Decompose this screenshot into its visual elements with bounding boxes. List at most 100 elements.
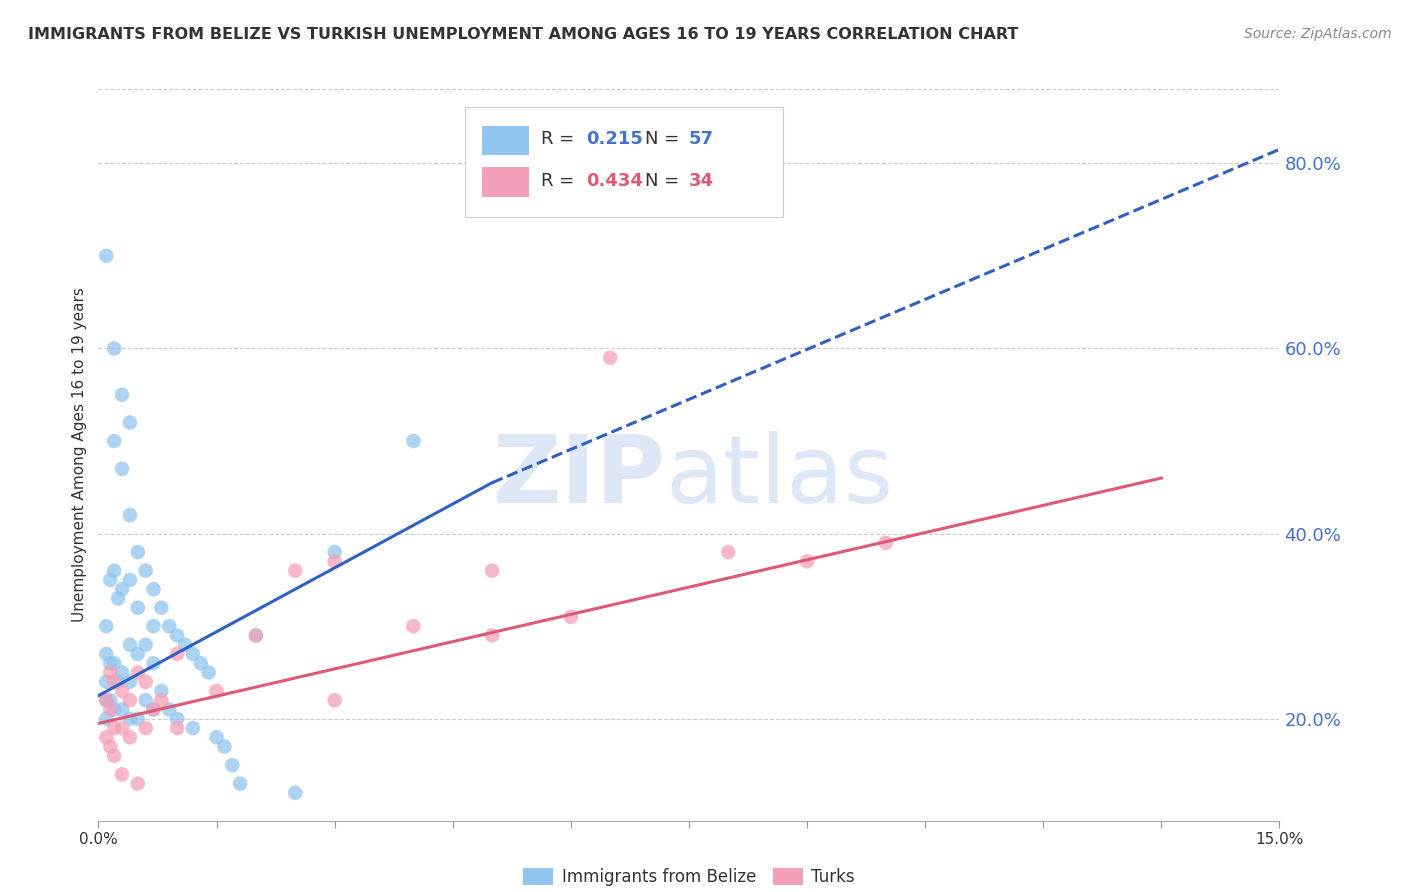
Point <box>103 702 125 716</box>
Point <box>205 731 228 745</box>
Point <box>103 721 125 735</box>
Point <box>96 693 118 707</box>
Point <box>796 554 818 568</box>
Point <box>127 647 149 661</box>
Point <box>118 693 141 707</box>
Point <box>717 545 740 559</box>
Point <box>150 693 173 707</box>
Point <box>96 731 118 745</box>
Point <box>135 721 157 735</box>
Point <box>142 702 165 716</box>
Point <box>127 665 149 680</box>
Point <box>142 619 165 633</box>
Text: N =: N = <box>645 171 685 190</box>
Point <box>98 702 121 716</box>
Point <box>118 638 141 652</box>
Point <box>111 462 134 476</box>
Point <box>98 739 121 754</box>
Point <box>142 657 165 671</box>
Point <box>118 731 141 745</box>
Point <box>284 564 307 578</box>
Point <box>560 610 582 624</box>
Point <box>157 702 180 716</box>
Point <box>599 351 621 365</box>
Text: 0.215: 0.215 <box>586 130 643 148</box>
Text: 0.434: 0.434 <box>586 171 643 190</box>
Bar <box>482 168 530 197</box>
Point <box>402 619 425 633</box>
Point <box>174 638 197 652</box>
Point <box>166 647 188 661</box>
Point <box>127 712 149 726</box>
Point <box>150 684 173 698</box>
Point <box>323 554 346 568</box>
Point <box>245 628 267 642</box>
Point <box>323 693 346 707</box>
Point <box>214 739 236 754</box>
Point <box>142 702 165 716</box>
Point <box>98 657 121 671</box>
Point <box>127 545 149 559</box>
Point <box>103 434 125 448</box>
Point <box>98 665 121 680</box>
Point <box>135 693 157 707</box>
Point <box>190 657 212 671</box>
Point <box>157 619 180 633</box>
Point <box>127 600 149 615</box>
Point <box>166 721 188 735</box>
Text: 34: 34 <box>689 171 714 190</box>
Point <box>197 665 219 680</box>
Text: N =: N = <box>645 130 685 148</box>
Point <box>96 619 118 633</box>
Point <box>96 674 118 689</box>
Text: R =: R = <box>541 130 581 148</box>
Point <box>284 786 307 800</box>
Point <box>323 545 346 559</box>
Point <box>118 712 141 726</box>
Point <box>142 582 165 597</box>
Text: 57: 57 <box>689 130 714 148</box>
Point <box>118 416 141 430</box>
Point <box>118 508 141 522</box>
Point <box>205 684 228 698</box>
Point <box>103 657 125 671</box>
Point <box>181 647 204 661</box>
Point <box>181 721 204 735</box>
Point <box>402 434 425 448</box>
Point <box>111 582 134 597</box>
Point <box>111 721 134 735</box>
Point <box>111 702 134 716</box>
Text: ZIP: ZIP <box>492 431 665 523</box>
Point <box>166 628 188 642</box>
Legend: Immigrants from Belize, Turks: Immigrants from Belize, Turks <box>516 862 862 892</box>
Point <box>118 573 141 587</box>
Point <box>221 758 243 772</box>
Point <box>229 776 252 790</box>
Text: atlas: atlas <box>665 431 894 523</box>
Point <box>481 628 503 642</box>
Point <box>98 693 121 707</box>
Point <box>103 674 125 689</box>
Point <box>96 249 118 263</box>
Point <box>245 628 267 642</box>
Text: Source: ZipAtlas.com: Source: ZipAtlas.com <box>1244 27 1392 41</box>
Point <box>103 564 125 578</box>
Point <box>96 647 118 661</box>
FancyBboxPatch shape <box>464 108 783 218</box>
Point <box>481 564 503 578</box>
Y-axis label: Unemployment Among Ages 16 to 19 years: Unemployment Among Ages 16 to 19 years <box>72 287 87 623</box>
Point <box>166 712 188 726</box>
Point <box>103 748 125 763</box>
Text: R =: R = <box>541 171 581 190</box>
Point <box>111 684 134 698</box>
Bar <box>482 126 530 155</box>
Point <box>98 573 121 587</box>
Point <box>150 600 173 615</box>
Point <box>103 342 125 356</box>
Point <box>135 638 157 652</box>
Point <box>107 674 129 689</box>
Point <box>96 712 118 726</box>
Point <box>96 693 118 707</box>
Point <box>107 591 129 606</box>
Point <box>111 388 134 402</box>
